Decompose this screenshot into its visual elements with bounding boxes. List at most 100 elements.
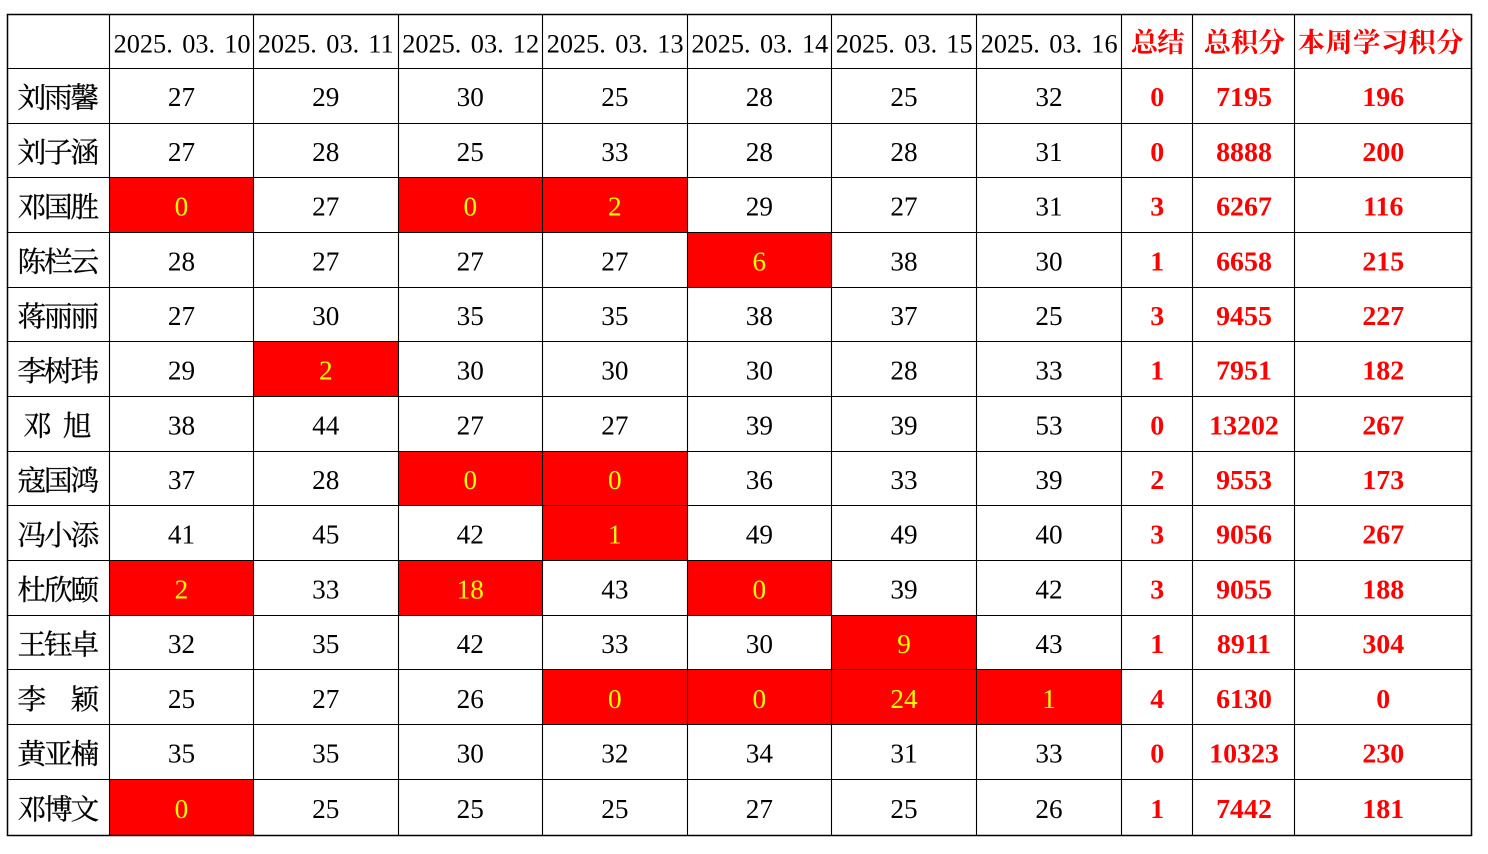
svg-text:13: 13	[657, 29, 683, 58]
svg-text:27: 27	[457, 410, 484, 440]
svg-text:2025.: 2025.	[836, 29, 895, 58]
svg-text:0: 0	[608, 684, 622, 714]
svg-text:11: 11	[368, 29, 393, 58]
svg-text:36: 36	[746, 465, 773, 495]
svg-text:14: 14	[802, 29, 828, 58]
svg-text:2: 2	[1150, 465, 1164, 496]
svg-text:35: 35	[601, 301, 628, 331]
svg-text:0: 0	[175, 192, 189, 222]
svg-text:45: 45	[312, 520, 339, 550]
svg-text:30: 30	[457, 82, 484, 112]
svg-text:35: 35	[457, 301, 484, 331]
svg-text:9553: 9553	[1216, 465, 1272, 496]
svg-text:49: 49	[746, 520, 773, 550]
svg-text:37: 37	[890, 301, 917, 331]
svg-text:16: 16	[1091, 29, 1117, 58]
svg-text:03.: 03.	[182, 29, 215, 58]
svg-text:33: 33	[312, 574, 339, 604]
svg-text:9055: 9055	[1216, 574, 1272, 605]
svg-text:32: 32	[168, 629, 195, 659]
svg-text:116: 116	[1363, 192, 1403, 223]
svg-text:6: 6	[753, 246, 767, 276]
svg-text:25: 25	[601, 82, 628, 112]
svg-text:28: 28	[168, 246, 195, 276]
svg-text:2025.: 2025.	[402, 29, 461, 58]
svg-text:30: 30	[457, 356, 484, 386]
svg-text:27: 27	[312, 684, 339, 714]
svg-text:27: 27	[457, 246, 484, 276]
svg-text:1: 1	[1150, 246, 1164, 277]
svg-text:40: 40	[1035, 520, 1062, 550]
svg-text:3: 3	[1150, 301, 1164, 332]
svg-text:25: 25	[168, 684, 195, 714]
svg-text:188: 188	[1362, 574, 1404, 605]
svg-text:39: 39	[1035, 465, 1062, 495]
svg-text:31: 31	[1035, 137, 1062, 167]
svg-text:24: 24	[890, 684, 918, 714]
svg-text:9056: 9056	[1216, 520, 1272, 551]
svg-text:44: 44	[312, 410, 340, 440]
svg-text:8888: 8888	[1216, 137, 1272, 168]
svg-text:267: 267	[1362, 410, 1404, 441]
svg-text:2025.: 2025.	[114, 29, 173, 58]
svg-text:0: 0	[1150, 137, 1164, 168]
svg-text:1: 1	[1150, 356, 1164, 387]
svg-text:6658: 6658	[1216, 246, 1272, 277]
svg-text:30: 30	[746, 629, 773, 659]
svg-text:0: 0	[1150, 738, 1164, 769]
svg-text:25: 25	[312, 794, 339, 824]
svg-text:26: 26	[1035, 794, 1062, 824]
svg-text:200: 200	[1362, 137, 1404, 168]
svg-text:3: 3	[1150, 192, 1164, 223]
svg-text:38: 38	[168, 410, 195, 440]
svg-text:18: 18	[457, 574, 484, 604]
svg-text:215: 215	[1362, 246, 1404, 277]
svg-text:32: 32	[601, 738, 628, 768]
svg-text:4: 4	[1150, 684, 1164, 715]
svg-text:2025.: 2025.	[547, 29, 606, 58]
svg-text:30: 30	[457, 738, 484, 768]
svg-text:1: 1	[608, 520, 622, 550]
svg-text:13202: 13202	[1209, 410, 1279, 441]
svg-text:33: 33	[601, 137, 628, 167]
svg-text:25: 25	[457, 137, 484, 167]
svg-text:0: 0	[753, 684, 767, 714]
svg-text:43: 43	[1035, 629, 1062, 659]
svg-text:25: 25	[601, 794, 628, 824]
svg-text:7951: 7951	[1216, 356, 1272, 387]
svg-text:33: 33	[1035, 738, 1062, 768]
svg-text:8911: 8911	[1217, 629, 1271, 660]
svg-text:30: 30	[1035, 246, 1062, 276]
svg-text:03.: 03.	[326, 29, 359, 58]
svg-text:0: 0	[463, 465, 477, 495]
svg-text:34: 34	[746, 738, 774, 768]
svg-text:28: 28	[746, 82, 773, 112]
svg-text:26: 26	[457, 684, 484, 714]
svg-text:0: 0	[175, 794, 189, 824]
svg-text:227: 227	[1362, 301, 1404, 332]
svg-text:28: 28	[312, 465, 339, 495]
svg-text:10: 10	[224, 29, 250, 58]
svg-text:29: 29	[168, 356, 195, 386]
svg-text:38: 38	[890, 246, 917, 276]
svg-text:0: 0	[608, 465, 622, 495]
svg-text:27: 27	[312, 192, 339, 222]
svg-text:7195: 7195	[1216, 82, 1272, 113]
svg-text:39: 39	[890, 574, 917, 604]
svg-text:29: 29	[312, 82, 339, 112]
svg-text:35: 35	[312, 738, 339, 768]
svg-text:0: 0	[753, 574, 767, 604]
svg-text:2: 2	[608, 192, 622, 222]
svg-text:37: 37	[168, 465, 195, 495]
svg-text:32: 32	[1035, 82, 1062, 112]
svg-text:230: 230	[1362, 738, 1404, 769]
svg-text:03.: 03.	[615, 29, 648, 58]
svg-text:35: 35	[168, 738, 195, 768]
svg-text:0: 0	[1150, 82, 1164, 113]
svg-text:31: 31	[1035, 192, 1062, 222]
svg-text:39: 39	[890, 410, 917, 440]
svg-text:28: 28	[890, 356, 917, 386]
svg-text:03.: 03.	[760, 29, 793, 58]
svg-text:2: 2	[175, 574, 189, 604]
svg-text:29: 29	[746, 192, 773, 222]
